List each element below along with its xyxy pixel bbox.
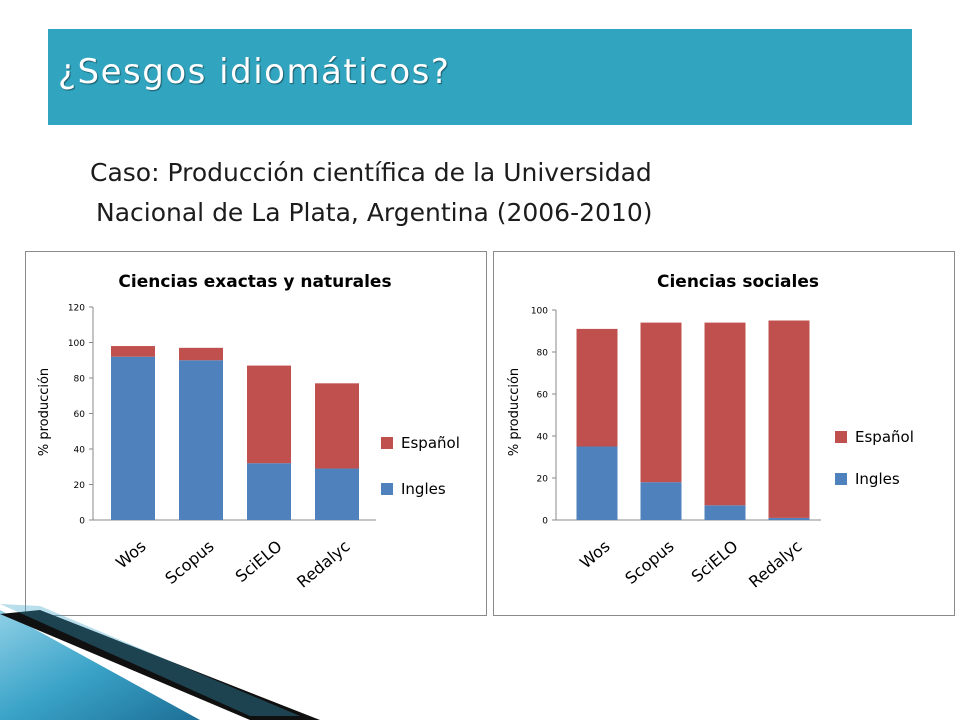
y-tick-label: 0 (542, 517, 548, 527)
y-tick-label: 100 (531, 307, 548, 317)
bar-ingles-wos (111, 356, 155, 520)
x-tick-label: Scopus (621, 537, 677, 588)
chart-panel-exactas: Ciencias exactas y naturales % producción… (25, 251, 487, 616)
subtitle-line-2: Nacional de La Plata, Argentina (2006-20… (96, 198, 653, 227)
y-axis-label: % producción (37, 368, 52, 456)
y-tick-label: 20 (74, 481, 86, 491)
legend-label: Español (401, 434, 460, 452)
bar-ingles-scopus (179, 360, 223, 520)
y-tick-label: 20 (537, 475, 549, 485)
legend-swatch (381, 483, 393, 495)
y-tick-label: 60 (74, 410, 86, 420)
subtitle-line-1: Caso: Producción científica de la Univer… (90, 158, 652, 187)
bar-espanol-scopus (640, 322, 682, 483)
x-tick-label: Redalyc (745, 537, 805, 592)
bar-espanol-scielo (704, 322, 746, 506)
y-tick-label: 0 (79, 517, 85, 527)
y-tick-label: 60 (537, 391, 549, 401)
bar-espanol-scielo (247, 365, 291, 464)
bar-ingles-redalyc (315, 468, 359, 520)
chart-exactas: Ciencias exactas y naturales % producción… (37, 272, 460, 592)
x-tick-label: SciELO (232, 537, 286, 587)
bar-ingles-scielo (247, 463, 291, 520)
legend-label: Ingles (401, 480, 446, 498)
y-tick-label: 40 (537, 433, 549, 443)
y-tick-label: 120 (68, 304, 85, 314)
bar-espanol-redalyc (315, 383, 359, 469)
bar-espanol-redalyc (768, 320, 810, 518)
x-tick-label: Wos (576, 537, 614, 573)
x-tick-label: Redalyc (293, 537, 353, 592)
bar-ingles-scielo (704, 505, 746, 520)
legend-label: Español (855, 428, 914, 446)
x-tick-label: Wos (112, 537, 150, 573)
x-tick-label: Scopus (161, 537, 217, 588)
x-tick-label: SciELO (688, 537, 742, 587)
legend-swatch (381, 437, 393, 449)
chart-sociales: Ciencias sociales % producción 0 20 40 60 80 10… (507, 272, 914, 592)
y-tick-label: 100 (68, 339, 85, 349)
y-tick-label: 40 (74, 446, 86, 456)
legend-swatch (835, 473, 847, 485)
y-axis-label: % producción (507, 368, 522, 456)
chart-title: Ciencias exactas y naturales (118, 272, 391, 292)
slide-title: ¿Sesgos idiomáticos? (58, 52, 451, 92)
title-bar (48, 29, 912, 125)
legend-swatch (835, 431, 847, 443)
bar-ingles-redalyc (768, 517, 810, 520)
bar-espanol-wos (576, 328, 618, 447)
legend-label: Ingles (855, 470, 900, 488)
chart-panel-sociales: Ciencias sociales % producción 0 20 40 60 80 10… (493, 251, 955, 616)
corner-decoration (0, 604, 320, 720)
bar-ingles-wos (576, 446, 618, 520)
bar-espanol-scopus (179, 347, 223, 361)
y-tick-label: 80 (74, 375, 86, 385)
y-tick-label: 80 (537, 349, 549, 359)
bar-espanol-wos (111, 346, 155, 357)
chart-title: Ciencias sociales (657, 272, 819, 292)
bar-ingles-scopus (640, 482, 682, 520)
